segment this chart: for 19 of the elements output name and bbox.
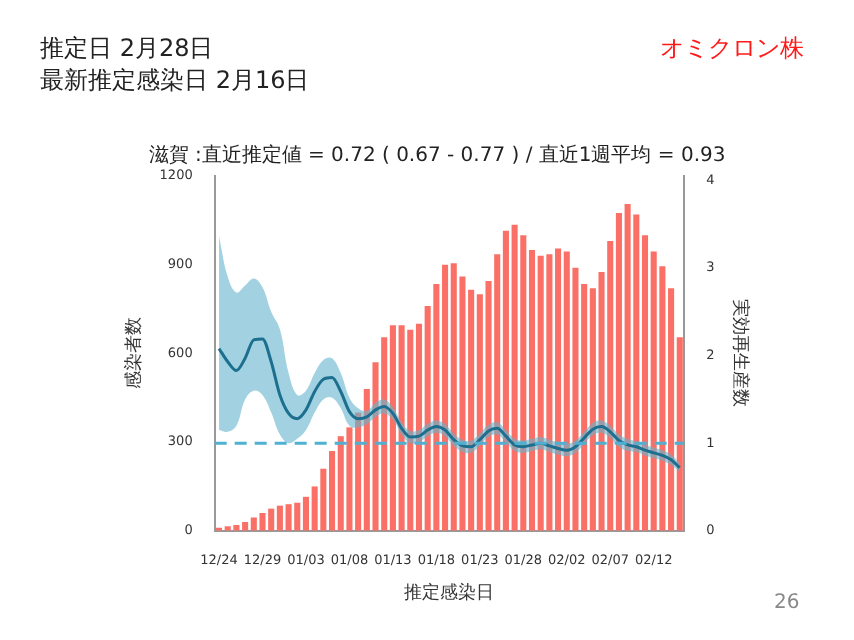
bar xyxy=(624,204,631,531)
x-axis-title: 推定感染日 xyxy=(404,581,495,604)
text: 推定日 2月28日 xyxy=(40,32,214,66)
bar xyxy=(511,224,518,531)
bar xyxy=(259,513,266,531)
text: 最新推定感染日 2月16日 xyxy=(40,64,310,98)
text: オミクロン株 xyxy=(660,32,804,66)
line-series xyxy=(217,337,682,470)
bar xyxy=(537,255,544,531)
text: 26 xyxy=(774,592,800,614)
bar xyxy=(407,329,414,531)
y-axis-title: 感染者数 xyxy=(123,317,146,390)
bar xyxy=(285,504,292,531)
bar xyxy=(398,325,405,531)
chart-title: 滋賀 :直近推定値 = 0.72 ( 0.67 - 0.77 ) / 直近1週平均 = 0.93 xyxy=(148,143,726,168)
y2-axis-title: 実効再生産数 xyxy=(728,299,751,408)
bar xyxy=(546,254,553,531)
bar xyxy=(294,502,301,531)
bar xyxy=(450,263,457,531)
